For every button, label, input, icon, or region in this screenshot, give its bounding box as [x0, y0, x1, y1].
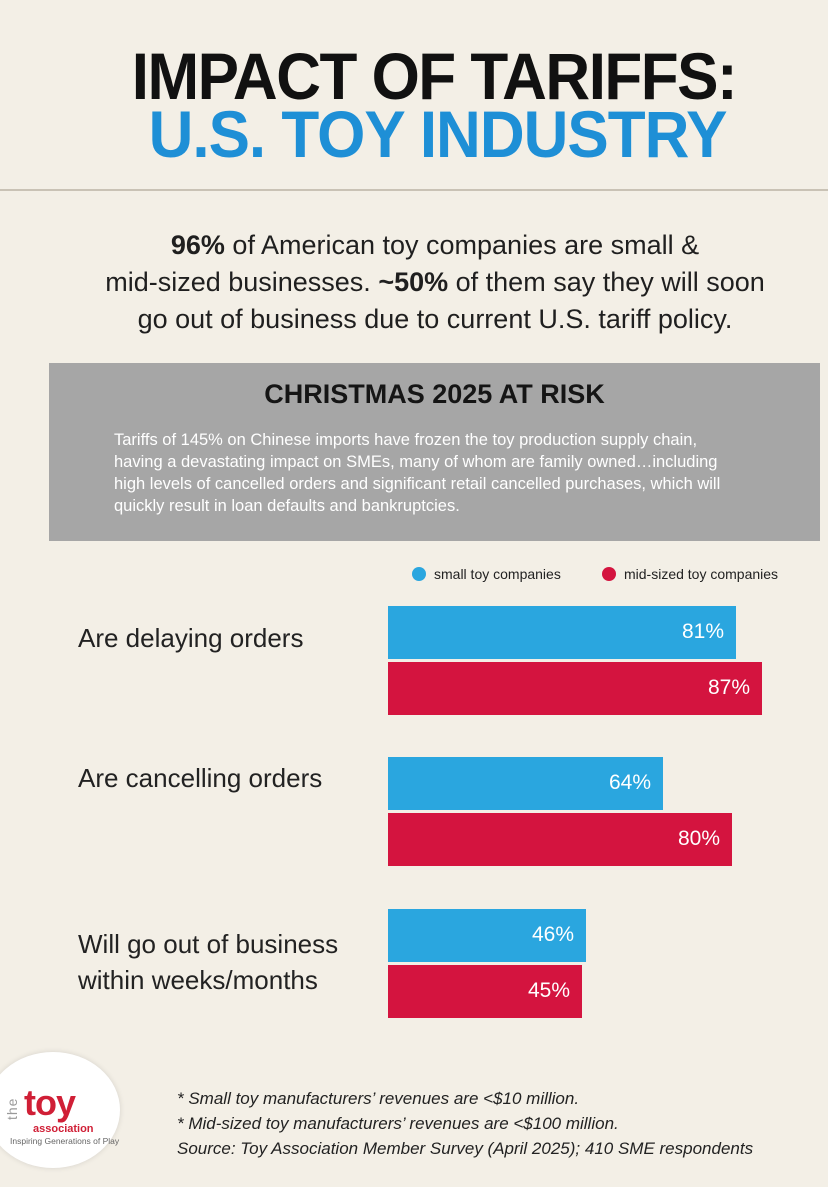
legend-mid-swatch: [602, 567, 616, 581]
legend-small-label: small toy companies: [434, 566, 561, 582]
risk-line-2: having a devastating impact on SMEs, man…: [114, 453, 718, 471]
risk-line-1: Tariffs of 145% on Chinese imports have …: [114, 431, 698, 449]
page-subtitle: U.S. TOY INDUSTRY: [148, 98, 728, 173]
intro-text-2: mid-sized businesses.: [105, 267, 379, 297]
category-label: Are delaying orders: [78, 620, 303, 656]
logo-association: association: [33, 1123, 94, 1135]
intro-paragraph: 96% of American toy companies are small …: [40, 227, 828, 338]
footnotes: * Small toy manufacturers’ revenues are …: [177, 1086, 753, 1161]
intro-text-4: go out of business due to current U.S. t…: [137, 304, 733, 334]
category-label: Will go out of business within weeks/mont…: [78, 926, 338, 998]
logo-circle: [0, 1052, 120, 1168]
intro-stat-50: ~50%: [378, 267, 449, 297]
intro-text-1: of American toy companies are small &: [224, 230, 700, 260]
legend-mid: mid-sized toy companies: [602, 566, 778, 582]
legend-mid-label: mid-sized toy companies: [624, 566, 779, 582]
legend-small: small toy companies: [412, 566, 561, 582]
logo-tagline: Inspiring Generations of Play: [10, 1136, 120, 1146]
logo-the: the: [4, 1097, 20, 1120]
bar-mid-2: [388, 965, 582, 1018]
category-label-line: within weeks/months: [78, 965, 318, 995]
risk-line-3: high levels of cancelled orders and sign…: [114, 475, 721, 493]
footnote-source: Source: Toy Association Member Survey (A…: [177, 1139, 754, 1158]
page-title: IMPACT OF TARIFFS:: [131, 40, 738, 115]
intro-text-3: of them say they will soon: [448, 267, 765, 297]
intro-stat-96: 96%: [170, 230, 225, 260]
bar-value-label: 80%: [677, 827, 720, 850]
bar-small-1: [388, 757, 663, 810]
legend-small-swatch: [412, 567, 426, 581]
category-label-line: Are delaying orders: [78, 623, 304, 653]
bar-value-label: 45%: [527, 979, 570, 1002]
risk-box-text: Tariffs of 145% on Chinese imports have …: [114, 429, 784, 517]
footnote-mid: * Mid-sized toy manufacturers’ revenues …: [177, 1114, 619, 1133]
risk-line-4: quickly result in loan defaults and bank…: [114, 497, 460, 515]
category-label-line: Will go out of business: [78, 929, 339, 959]
category-label-line: Are cancelling orders: [78, 763, 323, 793]
header-divider: [0, 189, 828, 191]
bar-small-0: [388, 606, 736, 659]
risk-box-title: CHRISTMAS 2025 AT RISK: [264, 379, 605, 409]
toy-association-logo: the toy association Inspiring Generation…: [0, 1052, 120, 1168]
bar-value-label: 87%: [707, 676, 750, 699]
bar-mid-1: [388, 813, 732, 866]
footnote-small: * Small toy manufacturers’ revenues are …: [177, 1089, 580, 1108]
risk-box: CHRISTMAS 2025 AT RISK Tariffs of 145% o…: [49, 363, 820, 541]
bar-value-label: 64%: [608, 771, 651, 794]
bar-mid-0: [388, 662, 762, 715]
bar-value-label: 81%: [681, 620, 724, 643]
bar-small-2: [388, 909, 586, 962]
bar-value-label: 46%: [531, 923, 574, 946]
logo-toy: toy: [24, 1082, 76, 1123]
category-label: Are cancelling orders: [78, 760, 322, 796]
